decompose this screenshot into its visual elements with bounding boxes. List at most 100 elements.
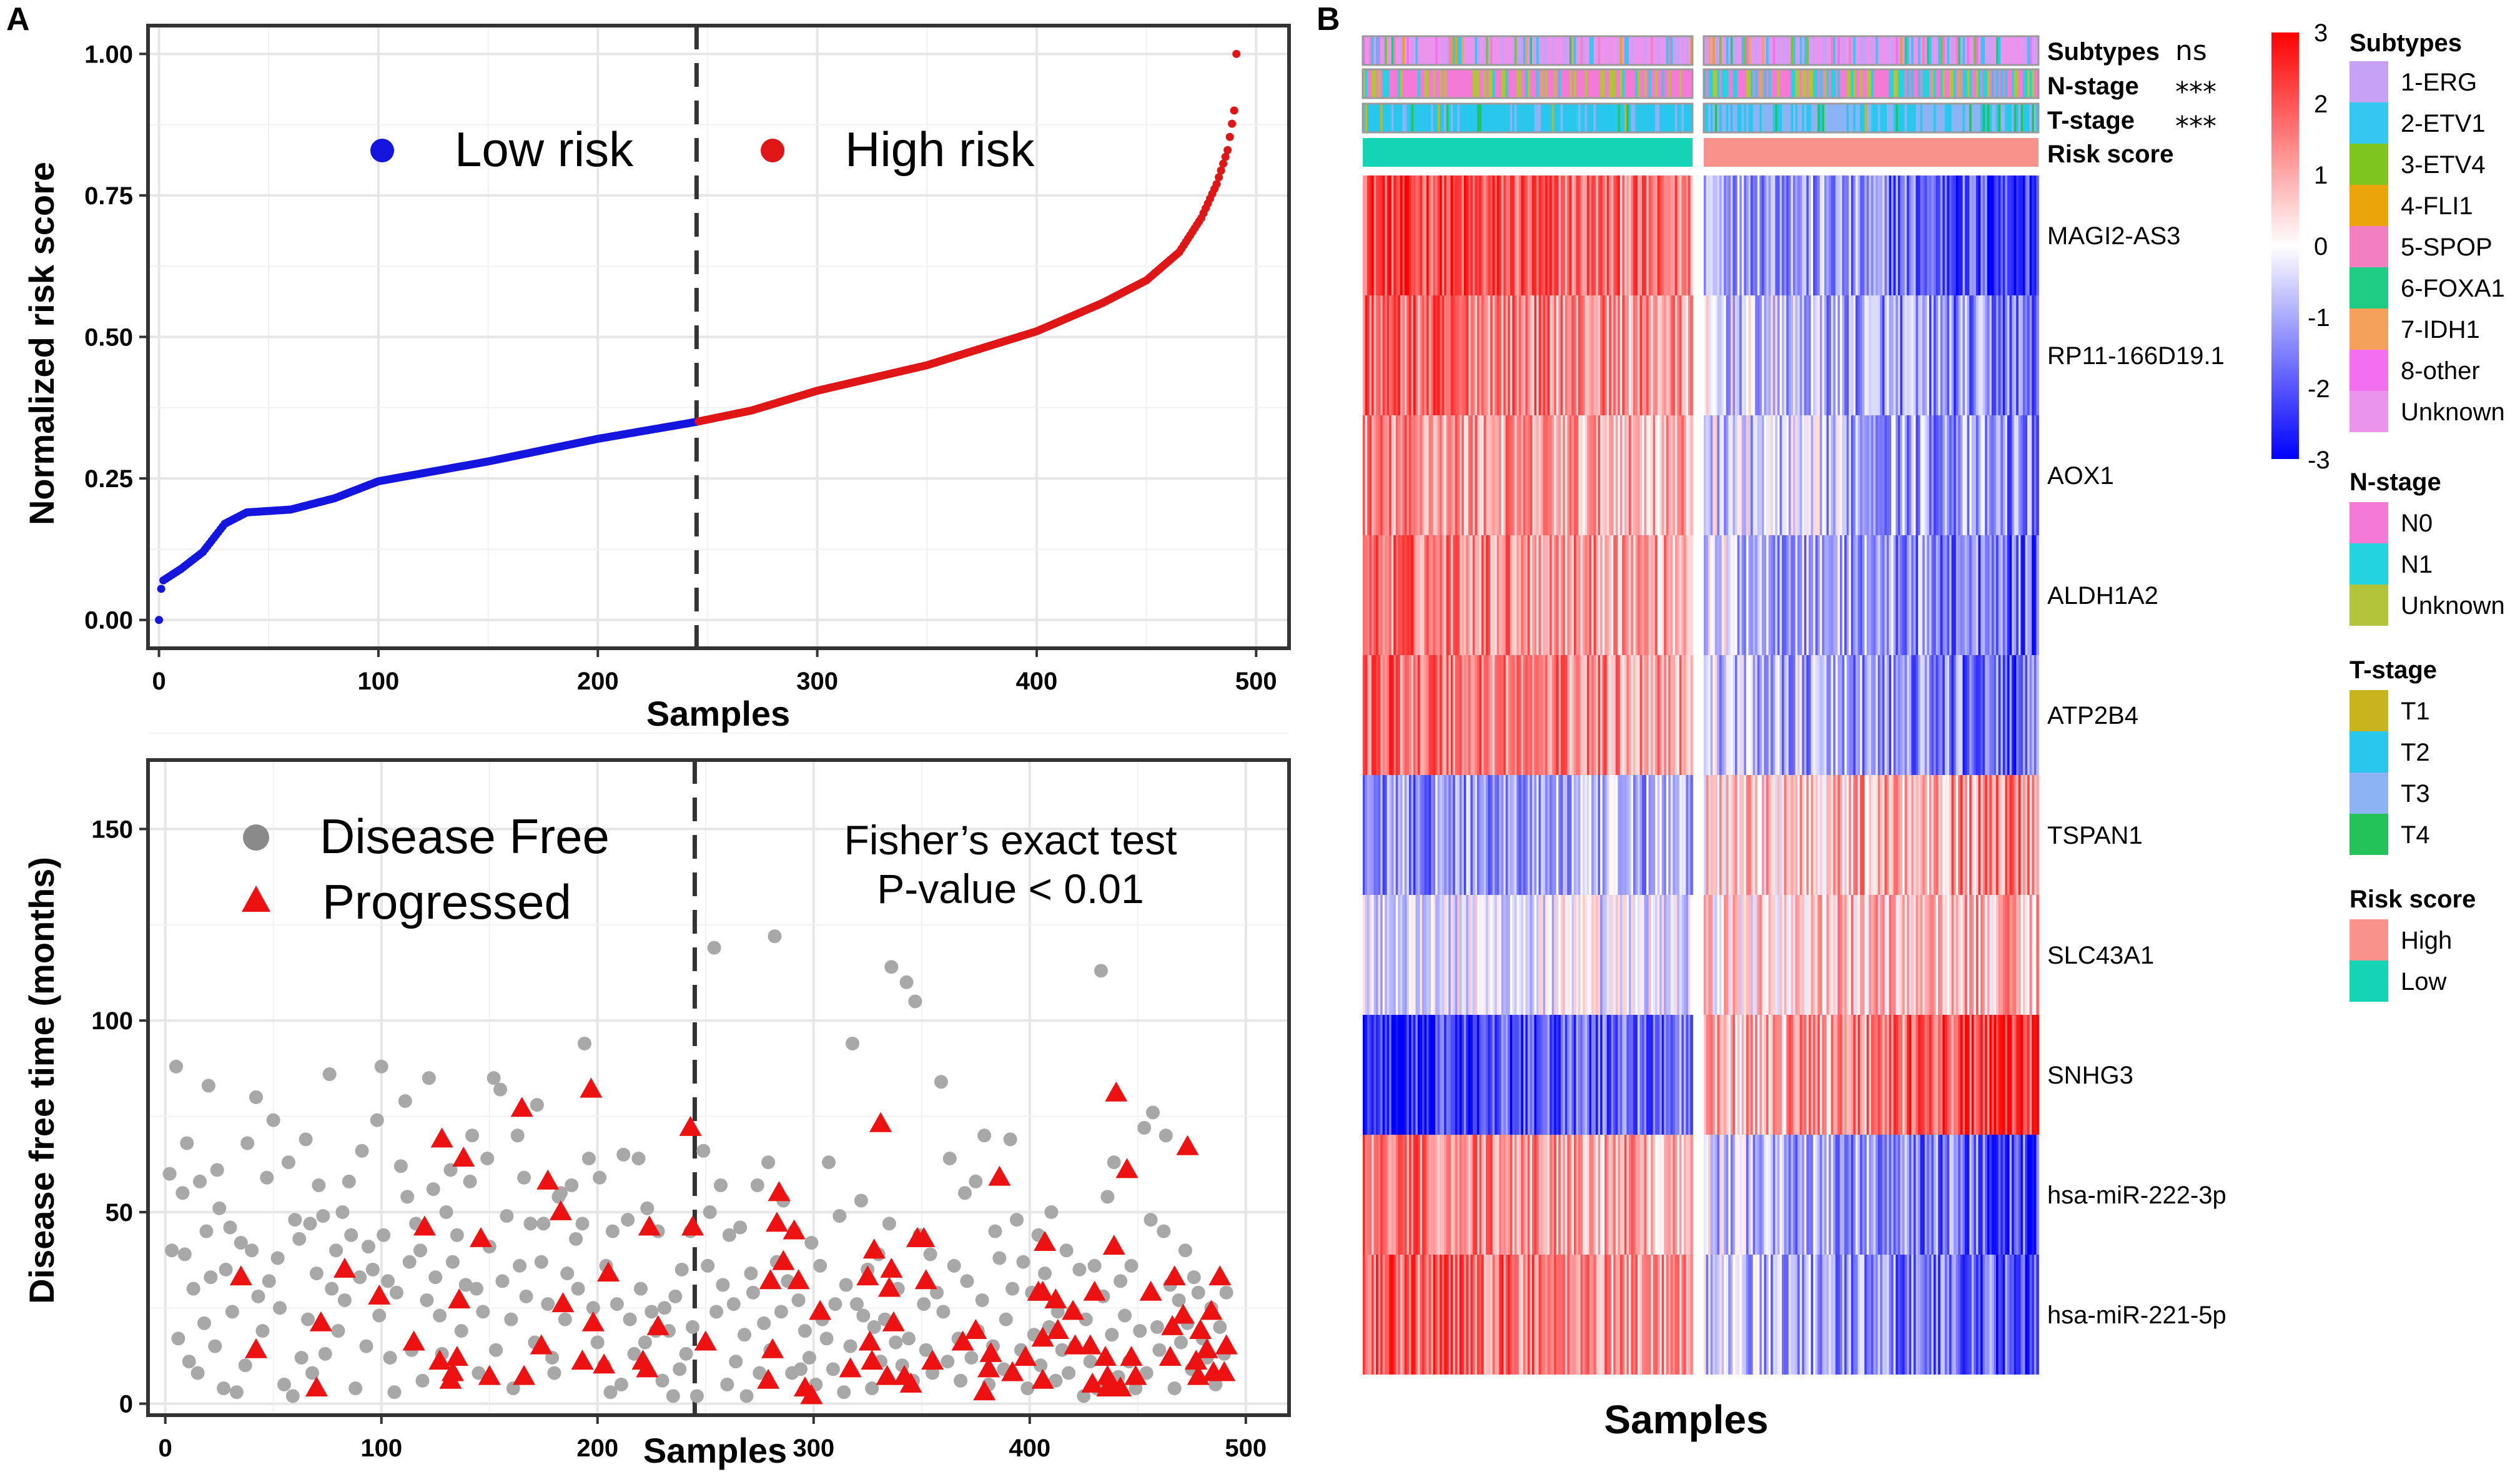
annotation-cell bbox=[2033, 69, 2037, 98]
annotation-cell bbox=[1373, 36, 1376, 65]
heatmap-cell bbox=[2025, 535, 2028, 655]
heatmap-cell bbox=[2016, 1255, 2019, 1375]
annotation-cell bbox=[1746, 104, 1749, 132]
heatmap-cell bbox=[1563, 295, 1566, 415]
heatmap-cell bbox=[1598, 655, 1601, 775]
heatmap-cell bbox=[1737, 175, 1740, 295]
annotation-cell bbox=[1501, 69, 1505, 98]
heatmap-cell bbox=[2012, 895, 2015, 1015]
heatmap-cell bbox=[1710, 415, 1714, 535]
disease-free-point bbox=[1079, 1312, 1093, 1326]
heatmap-cell bbox=[1611, 1135, 1614, 1255]
annotation-cell bbox=[2012, 69, 2015, 98]
heatmap-cell bbox=[1389, 175, 1392, 295]
annotation-cell bbox=[1728, 69, 1731, 98]
heatmap-cell bbox=[1369, 175, 1372, 295]
annotation-cell bbox=[2018, 36, 2022, 65]
heatmap-cell bbox=[1877, 775, 1881, 895]
annotation-cell bbox=[1642, 104, 1645, 132]
heatmap-cell bbox=[1653, 175, 1656, 295]
heatmap-cell bbox=[2025, 655, 2028, 775]
disease-free-point bbox=[389, 1285, 403, 1300]
heatmap-cell bbox=[1683, 295, 1687, 415]
heatmap-cell bbox=[1661, 535, 1665, 655]
heatmap-cell bbox=[1927, 1255, 1930, 1375]
heatmap-cell bbox=[1929, 895, 1932, 1015]
heatmap-cell bbox=[1400, 535, 1403, 655]
heatmap-cell bbox=[1982, 535, 1986, 655]
heatmap-cell bbox=[1459, 655, 1463, 775]
heatmap-cell bbox=[1884, 535, 1887, 655]
disease-free-point bbox=[281, 1155, 295, 1170]
heatmap-cell bbox=[1719, 895, 1722, 1015]
heatmap-cell bbox=[1670, 1015, 1674, 1135]
heatmap-cell bbox=[1732, 535, 1736, 655]
disease-free-point bbox=[1137, 1120, 1152, 1135]
heatmap-cell bbox=[1835, 415, 1839, 535]
annotation-cell bbox=[1900, 69, 1903, 98]
heatmap-cell bbox=[1514, 895, 1518, 1015]
heatmap-cell bbox=[1768, 415, 1771, 535]
heatmap-cell bbox=[1619, 655, 1623, 775]
heatmap-cell bbox=[1799, 175, 1803, 295]
heatmap-cell bbox=[1741, 1135, 1745, 1255]
legend-swatch bbox=[2350, 773, 2388, 814]
heatmap-cell bbox=[1547, 1135, 1550, 1255]
annotation-cell bbox=[1558, 104, 1561, 132]
heatmap-cell bbox=[1415, 295, 1418, 415]
heatmap-cell bbox=[1635, 1015, 1638, 1135]
heatmap-cell bbox=[1994, 1135, 1997, 1255]
disease-free-point bbox=[1020, 1381, 1035, 1396]
heatmap-cell bbox=[1934, 1135, 1937, 1255]
heatmap-cell bbox=[1556, 1135, 1559, 1255]
disease-free-point bbox=[329, 1243, 343, 1258]
heatmap-cell bbox=[1418, 175, 1421, 295]
heatmap-cell bbox=[1755, 655, 1758, 775]
heatmap-cell bbox=[1529, 895, 1533, 1015]
heatmap-cell bbox=[2009, 775, 2012, 895]
annotation-cell bbox=[1931, 104, 1934, 132]
heatmap-cell bbox=[1761, 655, 1765, 775]
annotation-cell bbox=[1866, 36, 1870, 65]
heatmap-cell bbox=[1619, 535, 1623, 655]
heatmap-cell bbox=[1606, 415, 1610, 535]
disease-free-point bbox=[162, 1167, 177, 1181]
annotation-cell bbox=[1811, 36, 1814, 65]
heatmap-cell bbox=[1732, 415, 1736, 535]
legend-swatch bbox=[2350, 226, 2388, 267]
heatmap-cell bbox=[1735, 775, 1738, 895]
heatmap-cell bbox=[1386, 1015, 1390, 1135]
annotation-cell bbox=[1598, 36, 1601, 65]
heatmap-cell bbox=[1831, 535, 1834, 655]
heatmap-cell bbox=[1679, 655, 1682, 775]
annotation-cell bbox=[1875, 69, 1879, 98]
heatmap-cell bbox=[1398, 655, 1401, 775]
heatmap-cell bbox=[1554, 895, 1557, 1015]
heatmap-cell bbox=[1543, 535, 1546, 655]
annotation-cell bbox=[1501, 36, 1505, 65]
heatmap-cell bbox=[1463, 1135, 1467, 1255]
heatmap-cell bbox=[1624, 775, 1628, 895]
annotation-cell bbox=[1518, 36, 1522, 65]
disease-free-point bbox=[1044, 1205, 1059, 1219]
heatmap-cell bbox=[1670, 895, 1674, 1015]
heatmap-cell bbox=[1920, 775, 1923, 895]
heatmap-cell bbox=[1651, 535, 1654, 655]
heatmap-cell bbox=[1895, 655, 1899, 775]
heatmap-cell bbox=[1746, 175, 1749, 295]
heatmap-cell bbox=[1784, 655, 1787, 775]
heatmap-cell bbox=[1528, 1135, 1531, 1255]
heatmap-cell bbox=[1584, 655, 1588, 775]
heatmap-cell bbox=[1907, 295, 1910, 415]
heatmap-cell bbox=[1488, 1015, 1491, 1135]
dfs-x-tick-label: 500 bbox=[1225, 1435, 1267, 1462]
heatmap-cell bbox=[1385, 1255, 1388, 1375]
heatmap-cell bbox=[1815, 175, 1819, 295]
heatmap-cell bbox=[1967, 1255, 1970, 1375]
heatmap-cell bbox=[1508, 1255, 1511, 1375]
heatmap-cell bbox=[1869, 175, 1872, 295]
annotation-cell bbox=[1884, 69, 1887, 98]
heatmap-cell bbox=[1523, 295, 1526, 415]
heatmap-cell bbox=[1435, 895, 1438, 1015]
heatmap-cell bbox=[1934, 415, 1937, 535]
